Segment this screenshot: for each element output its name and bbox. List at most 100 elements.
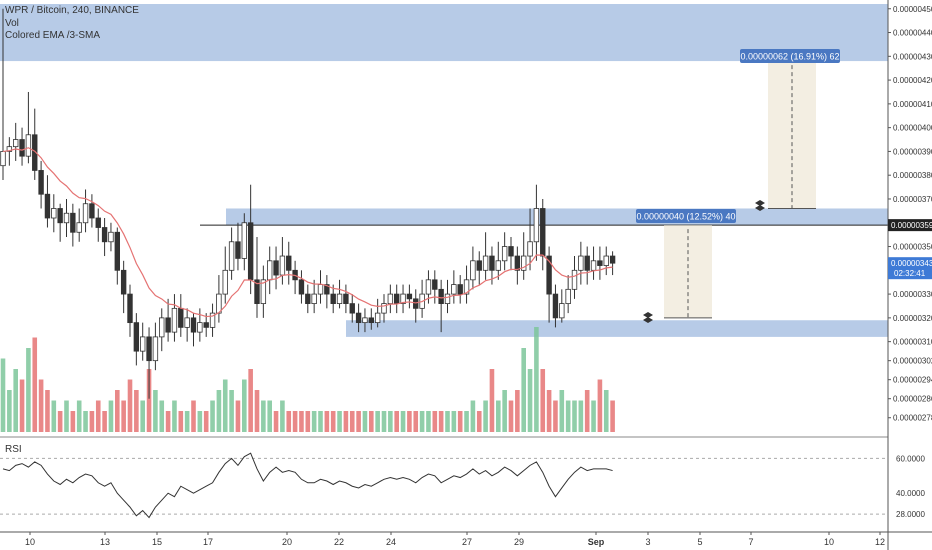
candle-body bbox=[114, 231, 120, 271]
price-tick: 0.00000359 bbox=[891, 221, 932, 230]
candle bbox=[76, 208, 82, 242]
candle-body bbox=[32, 134, 38, 171]
candle bbox=[470, 246, 476, 290]
candle bbox=[70, 203, 76, 247]
candle-body bbox=[540, 208, 546, 257]
volume-bar bbox=[426, 411, 431, 432]
candle-body bbox=[152, 336, 159, 362]
volume-bar bbox=[394, 411, 399, 432]
volume-bar bbox=[64, 400, 69, 432]
candle-body bbox=[355, 312, 362, 324]
candle-body bbox=[70, 212, 76, 233]
candle bbox=[25, 91, 32, 164]
candle bbox=[476, 251, 482, 285]
volume-bar bbox=[89, 411, 95, 432]
candle bbox=[559, 289, 565, 323]
volume-bar bbox=[7, 390, 12, 432]
candle-body bbox=[432, 279, 438, 290]
price-tick: 0.00000370 bbox=[893, 195, 932, 204]
candle bbox=[184, 308, 190, 342]
candle bbox=[400, 284, 406, 314]
candle-body bbox=[25, 134, 32, 157]
candle bbox=[387, 284, 394, 314]
volume-bar bbox=[330, 411, 336, 432]
candle bbox=[324, 275, 330, 309]
candle-body bbox=[406, 293, 413, 300]
current-price-tag bbox=[888, 257, 932, 280]
candle bbox=[451, 270, 457, 304]
price-tick: 0.00000410 bbox=[893, 100, 932, 109]
time-tick: 10 bbox=[25, 537, 35, 547]
price-tick: 0.00000390 bbox=[893, 147, 932, 156]
price-tick: 0.00000343 bbox=[891, 259, 932, 268]
candle-body bbox=[19, 139, 25, 157]
price-tick: 0.00000330 bbox=[893, 290, 932, 299]
volume-bar bbox=[273, 411, 279, 432]
volume-bar bbox=[324, 411, 330, 432]
volume-bar bbox=[45, 390, 50, 432]
candle bbox=[95, 208, 101, 242]
lower-measure[interactable]: 0.00000040 (12.52%) 40 bbox=[636, 209, 736, 319]
candle-body bbox=[444, 293, 451, 305]
candle bbox=[165, 298, 171, 342]
volume-bar bbox=[38, 379, 44, 432]
candle-body bbox=[482, 255, 489, 271]
measurement-tools: 0.00000062 (16.91%) 62 0.00000040 (12.52%… bbox=[636, 49, 840, 323]
volume-bar bbox=[197, 411, 203, 432]
volume-bar bbox=[203, 411, 209, 432]
time-tick: 5 bbox=[697, 537, 702, 547]
volume-bar bbox=[222, 379, 228, 432]
candle bbox=[57, 203, 63, 242]
candle-body bbox=[279, 255, 286, 276]
candle-body bbox=[349, 303, 355, 314]
candle-body bbox=[425, 279, 432, 295]
price-axis: 0.00000450 0.00000440 0.00000430 0.00000420… bbox=[888, 5, 932, 519]
candle bbox=[254, 237, 260, 318]
candle-body bbox=[438, 288, 444, 305]
candle bbox=[584, 246, 590, 285]
candle bbox=[171, 294, 178, 342]
candle bbox=[305, 284, 311, 314]
volume-bar bbox=[362, 411, 368, 432]
volume-bar bbox=[400, 411, 406, 432]
candle-body bbox=[387, 293, 394, 305]
volume-bar bbox=[191, 400, 196, 432]
candle-body bbox=[95, 217, 101, 228]
price-tick: 0.00000350 bbox=[893, 243, 932, 252]
volume-bar bbox=[127, 379, 133, 432]
ema-line bbox=[2, 147, 613, 318]
candle-body bbox=[305, 293, 311, 305]
candle-body bbox=[603, 255, 609, 266]
volume-bar bbox=[483, 400, 488, 432]
candle bbox=[19, 127, 25, 166]
candle bbox=[127, 284, 133, 337]
volume-bar bbox=[95, 400, 101, 432]
candle bbox=[241, 213, 247, 271]
candle bbox=[597, 246, 603, 280]
volume-bar bbox=[318, 411, 323, 432]
candle-body bbox=[12, 139, 19, 148]
price-tick: 0.00000400 bbox=[893, 124, 932, 133]
candle bbox=[521, 232, 527, 280]
candle-body bbox=[159, 317, 165, 338]
volume-bar bbox=[603, 390, 609, 432]
volume-bar bbox=[508, 400, 514, 432]
candle bbox=[286, 241, 292, 285]
volume-bar bbox=[356, 411, 361, 432]
candle bbox=[266, 246, 273, 295]
candle-body bbox=[463, 279, 470, 295]
candle-body bbox=[146, 336, 152, 362]
time-tick: 29 bbox=[514, 537, 524, 547]
candle-body bbox=[578, 255, 584, 271]
rsi-series bbox=[2, 452, 613, 519]
candle-body bbox=[590, 260, 597, 271]
candle-body bbox=[76, 222, 82, 233]
upper-measure[interactable]: 0.00000062 (16.91%) 62 bbox=[740, 49, 840, 209]
time-tick: 20 bbox=[282, 537, 292, 547]
volume-bar bbox=[292, 411, 298, 432]
candle-body bbox=[470, 260, 476, 281]
candle-body bbox=[381, 303, 387, 314]
volume-bar bbox=[235, 400, 241, 432]
volume-bar bbox=[115, 390, 120, 432]
